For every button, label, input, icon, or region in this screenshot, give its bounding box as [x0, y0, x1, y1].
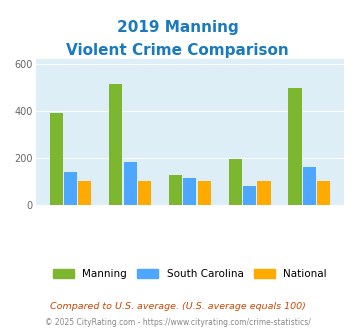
Text: Violent Crime Comparison: Violent Crime Comparison — [66, 43, 289, 58]
Bar — [289, 87, 302, 205]
Text: © 2025 CityRating.com - https://www.cityrating.com/crime-statistics/: © 2025 CityRating.com - https://www.city… — [45, 318, 310, 327]
Legend: Manning, South Carolina, National: Manning, South Carolina, National — [49, 265, 331, 283]
Bar — [109, 84, 122, 205]
Bar — [124, 162, 137, 205]
Bar — [317, 181, 330, 205]
Bar — [198, 181, 211, 205]
Bar — [303, 167, 316, 205]
Bar — [50, 113, 63, 205]
Bar — [183, 178, 197, 205]
Bar — [169, 175, 182, 205]
Bar — [78, 181, 91, 205]
Text: Compared to U.S. average. (U.S. average equals 100): Compared to U.S. average. (U.S. average … — [50, 302, 305, 311]
Bar — [229, 159, 242, 205]
Bar — [257, 181, 271, 205]
Text: 2019 Manning: 2019 Manning — [117, 20, 238, 35]
Bar — [138, 181, 151, 205]
Bar — [64, 172, 77, 205]
Bar — [243, 186, 256, 205]
